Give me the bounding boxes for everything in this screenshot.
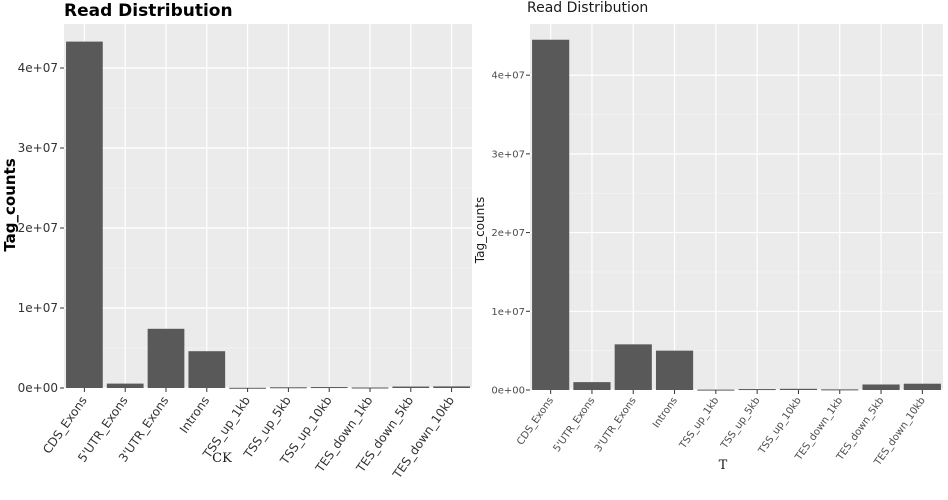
y-tick-label: 3e+07 xyxy=(491,149,525,160)
y-tick-labels: 0e+00 1e+07 2e+07 3e+07 4e+07 xyxy=(491,71,530,397)
y-tick-label: 3e+07 xyxy=(18,141,58,155)
chart-title: Read Distribution xyxy=(64,1,233,21)
x-tick-label: 3'UTR_Exons xyxy=(593,395,639,454)
bar-tes-down-10kb xyxy=(433,386,470,388)
chart-ck: Read Distribution Tag_counts CK 0e+00 1e+… xyxy=(1,1,472,482)
y-tick-label: 1e+07 xyxy=(491,307,525,318)
bars xyxy=(66,41,470,389)
x-tick-label: Introns xyxy=(651,395,680,430)
bar-tes-down-5kb xyxy=(392,386,430,388)
bar-5-utr-exons xyxy=(573,382,611,390)
y-tick-labels: 0e+00 1e+07 2e+07 3e+07 4e+07 xyxy=(18,61,64,395)
y-tick-label: 2e+07 xyxy=(491,228,525,239)
bar-5-utr-exons xyxy=(106,383,144,388)
y-tick-label: 0e+00 xyxy=(491,386,525,397)
y-tick-label: 0e+00 xyxy=(18,381,58,395)
bars xyxy=(532,39,941,391)
bar-tss-up-10kb xyxy=(310,387,348,389)
plot-panel xyxy=(64,24,472,388)
x-tick-label: TSS_up_5kb xyxy=(719,395,763,451)
chart-t: Read Distribution Tag_counts T 0e+00 1e+0… xyxy=(473,0,943,473)
bar-cds-exons xyxy=(66,41,103,388)
bar-tes-down-1kb xyxy=(821,389,859,391)
x-tick-label: CDS_Exons xyxy=(515,395,556,447)
bar-tss-up-10kb xyxy=(779,388,818,390)
plot-panel xyxy=(530,24,943,390)
y-tick-label: 2e+07 xyxy=(18,221,58,235)
y-axis-label: Tag_counts xyxy=(1,158,19,251)
bar-tss-up-5kb xyxy=(270,387,307,389)
bar-tss-up-5kb xyxy=(738,389,776,391)
x-axis-label: CK xyxy=(212,451,232,466)
bar-tes-down-10kb xyxy=(903,383,941,390)
x-tick-label: 5'UTR_Exons xyxy=(552,395,598,454)
y-tick-label: 4e+07 xyxy=(18,61,58,75)
y-tick-label: 4e+07 xyxy=(491,71,525,82)
bar-introns xyxy=(655,350,694,390)
y-tick-label: 1e+07 xyxy=(18,301,58,315)
bar-cds-exons xyxy=(532,39,570,390)
y-axis-label: Tag_counts xyxy=(473,197,487,264)
bar-introns xyxy=(188,351,226,388)
chart-title: Read Distribution xyxy=(527,0,648,16)
bar-3-utr-exons xyxy=(614,344,652,390)
x-tick-label: TSS_up_1kb xyxy=(677,395,721,451)
x-tick-label: Introns xyxy=(177,394,212,436)
x-axis-label: T xyxy=(719,458,728,473)
bar-3-utr-exons xyxy=(147,328,185,388)
bar-tes-down-5kb xyxy=(862,384,900,390)
x-tick-label: TSS_up_10kb xyxy=(756,395,804,456)
